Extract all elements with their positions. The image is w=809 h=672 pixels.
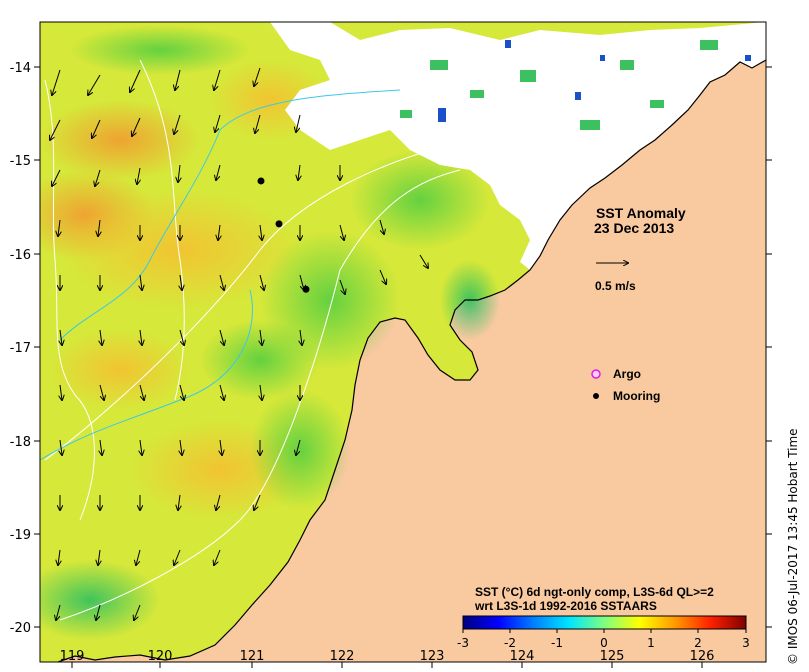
mooring-markers: [257, 177, 310, 293]
y-tick-label: -16: [10, 248, 31, 263]
mooring-marker: [257, 177, 265, 185]
x-tick-label: 123: [420, 649, 445, 664]
colorbar-tick-label: -3: [457, 636, 469, 650]
colorbar-tick-label: 2: [694, 636, 702, 650]
mooring-marker-icon: [593, 393, 599, 399]
x-axis: 119 120 121 122 123 124 125 126: [60, 649, 715, 668]
x-tick-label: 120: [148, 649, 173, 664]
colorbar-tick-label: 3: [742, 636, 750, 650]
no-data-cloud-region: [270, 22, 766, 270]
y-tick-label: -18: [10, 435, 31, 450]
map-date: 23 Dec 2013: [594, 220, 674, 236]
argo-marker-icon: [591, 369, 601, 379]
x-tick-label: 124: [510, 649, 535, 664]
plot-frame: [39, 21, 767, 663]
colorbar-gradient: [462, 615, 747, 630]
argo-legend-label: Argo: [613, 367, 641, 381]
x-tick-label: 119: [60, 649, 85, 664]
mooring-marker: [302, 285, 310, 293]
y-tick-label: -15: [10, 154, 31, 169]
y-tick-label: -17: [10, 341, 31, 356]
vector-scale-label: 0.5 m/s: [595, 279, 636, 293]
sst-anomaly-patches: [40, 25, 590, 640]
colorbar-tick-label: 0: [600, 636, 608, 650]
caption-line-2: wrt L3S-1d 1992-2016 SSTAARS: [474, 599, 657, 613]
x-tick-label: 121: [240, 649, 265, 664]
x-tick-label: 126: [690, 649, 715, 664]
imos-credit: © IMOS 06-Jul-2017 13:45 Hobart Time: [786, 428, 800, 665]
y-tick-label: -20: [10, 621, 31, 636]
vector-scale: 0.5 m/s: [595, 263, 636, 293]
cloud-edge-speckle: [400, 40, 718, 130]
colorbar-tick-label: -2: [504, 636, 516, 650]
x-tick-label: 125: [600, 649, 625, 664]
plot-area: [40, 22, 766, 662]
map-title: SST Anomaly: [596, 205, 686, 221]
current-vectors: [50, 67, 428, 620]
colorbar-tick-label: 1: [647, 636, 655, 650]
y-tick-label: -19: [10, 528, 31, 543]
cloud-edge-blue-speckle: [438, 40, 751, 122]
colorbar: -3 -2 -1 0 1 2 3: [457, 615, 750, 650]
marker-legend: Argo Mooring: [591, 367, 660, 403]
caption-line-1: SST (°C) 6d ngt-only comp, L3S-6d QL>=2: [475, 585, 714, 599]
colorbar-tick-label: -1: [551, 636, 563, 650]
y-tick-label: -14: [10, 61, 31, 76]
mooring-marker: [275, 220, 283, 228]
mooring-legend-label: Mooring: [613, 389, 660, 403]
y-axis: -14 -15 -16 -17 -18 -19 -20: [10, 61, 772, 636]
x-tick-label: 122: [330, 649, 355, 664]
coastline: [57, 59, 766, 662]
